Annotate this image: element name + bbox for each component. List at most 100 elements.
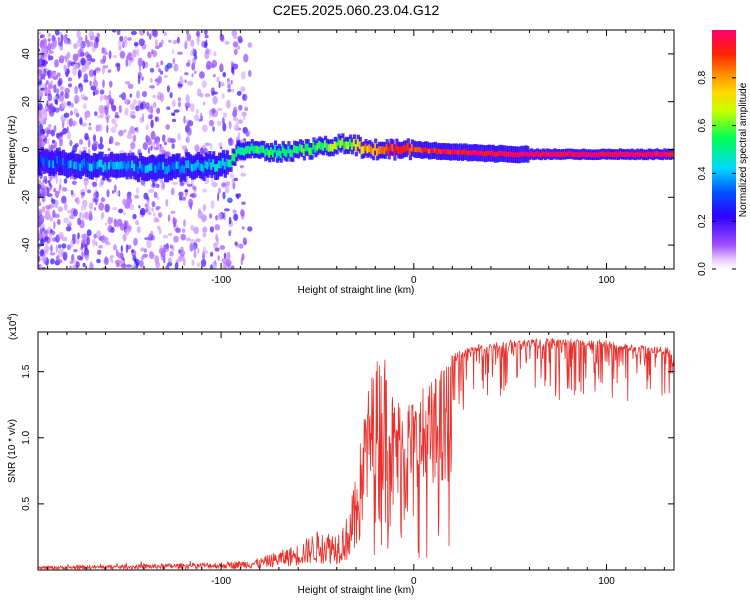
spectrogram-noise-cell [38, 103, 43, 111]
spectrogram-ridge-cell [227, 159, 231, 168]
spectrogram-noise-cell [99, 136, 103, 145]
spectrogram-noise-cell [210, 142, 213, 150]
spectrogram-noise-cell [76, 39, 82, 47]
spectrogram-noise-cell [167, 214, 171, 223]
spectrogram-ridge-cell [210, 162, 214, 170]
spectrogram-heatmap [38, 30, 674, 269]
spectrogram-ridge-cell [364, 143, 368, 152]
spectrogram-ridge-cell [522, 152, 526, 157]
spectrogram-ridge-cell [264, 149, 268, 157]
spectrogram-noise-cell [149, 251, 154, 259]
spectrogram-ridge-cell [270, 147, 274, 155]
spectrogram-noise-cell [82, 96, 89, 101]
spectrogram-ridge-cell [668, 152, 673, 158]
spectrogram-noise-cell [57, 80, 62, 87]
spectrogram-noise-cell [154, 38, 158, 48]
spectrogram-noise-cell [47, 93, 53, 102]
spectrogram-noise-cell [81, 251, 84, 259]
spectrogram-ridge-cell [235, 149, 239, 157]
spectrogram-noise-cell [144, 61, 149, 68]
spectrogram-noise-cell [187, 127, 192, 136]
spectrogram-noise-cell [44, 210, 46, 214]
spectrogram-noise-cell [100, 212, 105, 219]
spectrogram-noise-cell [217, 187, 222, 194]
x-tick-label: -100 [211, 275, 231, 286]
spectrogram-noise-cell [145, 207, 149, 213]
spectrogram-ridge-cell [218, 160, 222, 169]
spectrogram-noise-cell [231, 30, 238, 37]
spectrogram-ridge-cell [537, 152, 542, 157]
spectrogram-ridge-cell [499, 150, 503, 156]
spectrogram-noise-cell [187, 120, 194, 127]
spectrogram-ridge-cell [547, 151, 551, 157]
spectrogram-noise-cell [229, 136, 232, 146]
spectrogram-noise-cell [142, 60, 145, 69]
spectrogram-noise-cell [177, 255, 184, 262]
spectrogram-noise-cell [61, 187, 68, 192]
spectrogram-noise-cell [92, 134, 97, 142]
x-tick-label: -100 [211, 576, 231, 587]
spectrogram-noise-cell [243, 53, 249, 63]
spectrogram-noise-cell [82, 199, 88, 208]
spectrogram-noise-cell [125, 264, 132, 268]
spectrogram-noise-cell [198, 71, 205, 79]
spectrogram-ridge-cell [160, 163, 164, 171]
spectrogram-noise-cell [67, 77, 73, 82]
spectrogram-noise-cell [108, 50, 112, 60]
spectrogram-ridge-cell [636, 151, 640, 157]
spectrogram-noise-cell [156, 77, 160, 86]
spectrogram-noise-cell [116, 190, 120, 196]
spectrogram-noise-cell [38, 183, 42, 190]
spectrogram-noise-cell [89, 80, 92, 87]
spectrogram-noise-cell [190, 192, 197, 199]
spectrogram-ridge-cell [532, 152, 536, 158]
spectrogram-noise-cell [215, 234, 219, 242]
spectrogram-noise-cell [218, 142, 223, 148]
spectrogram-noise-cell [50, 258, 55, 265]
spectrogram-ridge-cell [244, 146, 249, 154]
spectrogram-noise-cell [182, 257, 186, 267]
spectrogram-ridge-cell [661, 152, 665, 158]
y-tick-label: 40 [21, 48, 32, 60]
spectrogram-ridge-cell [595, 152, 599, 158]
spectrogram-ridge-cell [94, 162, 98, 170]
spectrogram-noise-cell [86, 229, 92, 237]
spectrogram-ridge-cell [489, 151, 493, 156]
spectrogram-noise-cell [84, 255, 89, 261]
spectrogram-noise-cell [208, 109, 212, 119]
spectrogram-ridge-cell [42, 158, 46, 166]
spectrogram-noise-cell [47, 138, 50, 145]
spectrogram-ridge-cell [329, 143, 333, 152]
spectrogram-noise-cell [58, 259, 63, 264]
spectrogram-noise-cell [95, 124, 101, 132]
spectrogram-noise-cell [244, 106, 248, 112]
spectrogram-ridge-cell [576, 152, 580, 157]
spectrogram-ridge-cell [233, 153, 237, 162]
spectrogram-noise-cell [67, 68, 71, 75]
spectrogram-ridge-cell [437, 148, 441, 154]
spectrogram-noise-cell [56, 72, 61, 78]
spectrogram-noise-cell [61, 236, 68, 242]
spectrogram-noise-cell [132, 213, 137, 220]
spectrogram-ridge-cell [333, 141, 337, 149]
spectrogram-noise-cell [89, 261, 93, 269]
spectrogram-noise-cell [213, 51, 217, 57]
spectrogram-ridge-cell [229, 159, 233, 168]
spectrogram-noise-cell [126, 196, 133, 205]
spectrogram-ridge-cell [48, 160, 52, 168]
spectrogram-noise-cell [106, 124, 109, 134]
spectrogram-noise-cell [84, 132, 89, 141]
spectrogram-ridge-cell [497, 151, 501, 157]
spectrogram-noise-cell [145, 102, 150, 110]
spectrogram-ridge-cell [239, 147, 243, 156]
spectrogram-ridge-cell [591, 152, 596, 158]
spectrogram-noise-cell [172, 39, 178, 44]
spectrogram-ridge-cell [374, 143, 378, 151]
spectrogram-noise-cell [138, 30, 145, 36]
spectrogram-ridge-cell [246, 145, 251, 154]
spectrogram-noise-cell [55, 244, 58, 253]
spectrogram-noise-cell [232, 41, 239, 48]
spectrogram-ridge-cell [435, 149, 439, 154]
spectrogram-noise-cell [89, 202, 94, 210]
spectrogram-noise-cell [106, 116, 109, 124]
